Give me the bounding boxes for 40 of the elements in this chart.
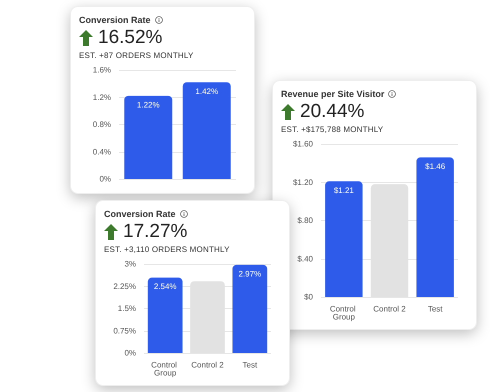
data-label: 2.97%: [238, 269, 262, 278]
y-tick-label: 1.6%: [92, 66, 111, 74]
chart-subtitle: 16.52%: [98, 27, 162, 49]
y-tick-label: 2.25%: [113, 282, 136, 291]
y-tick-label: 0%: [124, 348, 136, 358]
y-tick-label: $.80: [297, 216, 314, 225]
y-tick-label: 0.8%: [92, 120, 111, 129]
chart-subtitle: 20.44%: [300, 101, 364, 123]
data-label: $1.46: [425, 162, 446, 171]
x-tick-label: Control Group: [151, 360, 180, 378]
y-tick-label: $.40: [297, 254, 314, 264]
bar: [416, 157, 454, 297]
text: EST. +87 ORDERS MONTHLY: [79, 51, 194, 60]
data-label: 2.54%: [154, 282, 177, 292]
y-tick-label: 1.5%: [118, 304, 136, 313]
chart-title: Conversion Rate: [79, 15, 151, 25]
y-tick-label: 0.4%: [92, 147, 111, 156]
y-tick-label: $1.20: [292, 178, 314, 187]
x-tick-label: Control 2: [373, 304, 406, 314]
bar: [232, 264, 268, 353]
text: EST. +3,110 ORDERS MONTHLY: [104, 245, 231, 254]
y-tick-label: 0.75%: [113, 326, 136, 336]
y-tick-label: 3%: [124, 260, 136, 268]
y-tick-label: $1.60: [292, 140, 314, 148]
bar: [325, 181, 363, 297]
chart-title: Conversion Rate: [104, 209, 176, 219]
y-tick-label: 1.2%: [92, 92, 111, 102]
chart-title: Revenue per Site Visitor: [281, 89, 384, 99]
y-tick-label: $0: [304, 292, 314, 302]
x-tick-label: Test: [428, 304, 444, 314]
chart-subtitle: 17.27%: [123, 221, 188, 243]
x-tick-label: Control Group: [330, 304, 358, 322]
data-label: 1.22%: [136, 100, 160, 110]
x-tick-label: Test: [242, 360, 258, 370]
text: EST. +$175,788 MONTHLY: [281, 125, 384, 134]
bar: [148, 278, 183, 353]
x-tick-label: Control 2: [191, 360, 224, 370]
data-label: 1.42%: [195, 86, 218, 96]
y-tick-label: 0%: [99, 174, 111, 184]
data-label: $1.21: [334, 186, 354, 195]
